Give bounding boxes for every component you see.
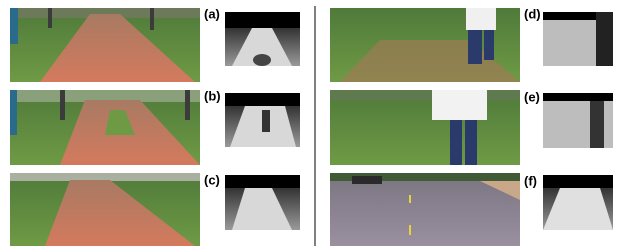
figure: (a) (b) (c) (d) <box>0 0 617 248</box>
panel-label: (a) <box>204 6 220 21</box>
panel-label: (e) <box>524 89 540 104</box>
panel: (e) <box>330 89 613 165</box>
panel: (d) <box>330 6 613 82</box>
panel-label: (b) <box>204 88 221 103</box>
panel-label: (d) <box>524 6 541 21</box>
panel-label: (f) <box>524 173 537 188</box>
panel: (f) <box>330 173 613 246</box>
panel: (c) <box>10 172 300 246</box>
panel: (b) <box>10 88 300 165</box>
panel: (a) <box>10 6 300 82</box>
panel-label: (c) <box>204 172 220 187</box>
photo <box>330 90 520 165</box>
